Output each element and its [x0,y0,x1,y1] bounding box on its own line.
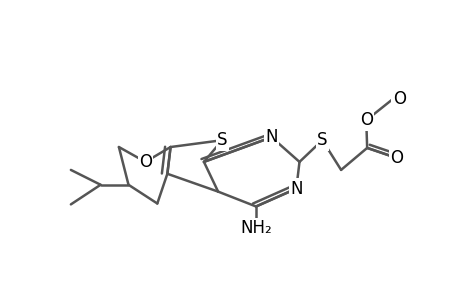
Text: O: O [392,91,405,109]
Text: N: N [265,128,277,146]
Text: S: S [217,131,227,149]
Text: NH₂: NH₂ [240,219,271,237]
Text: O: O [359,111,372,129]
Text: S: S [316,131,327,149]
Text: O: O [139,153,151,171]
Text: N: N [290,180,302,198]
Text: O: O [390,149,403,167]
